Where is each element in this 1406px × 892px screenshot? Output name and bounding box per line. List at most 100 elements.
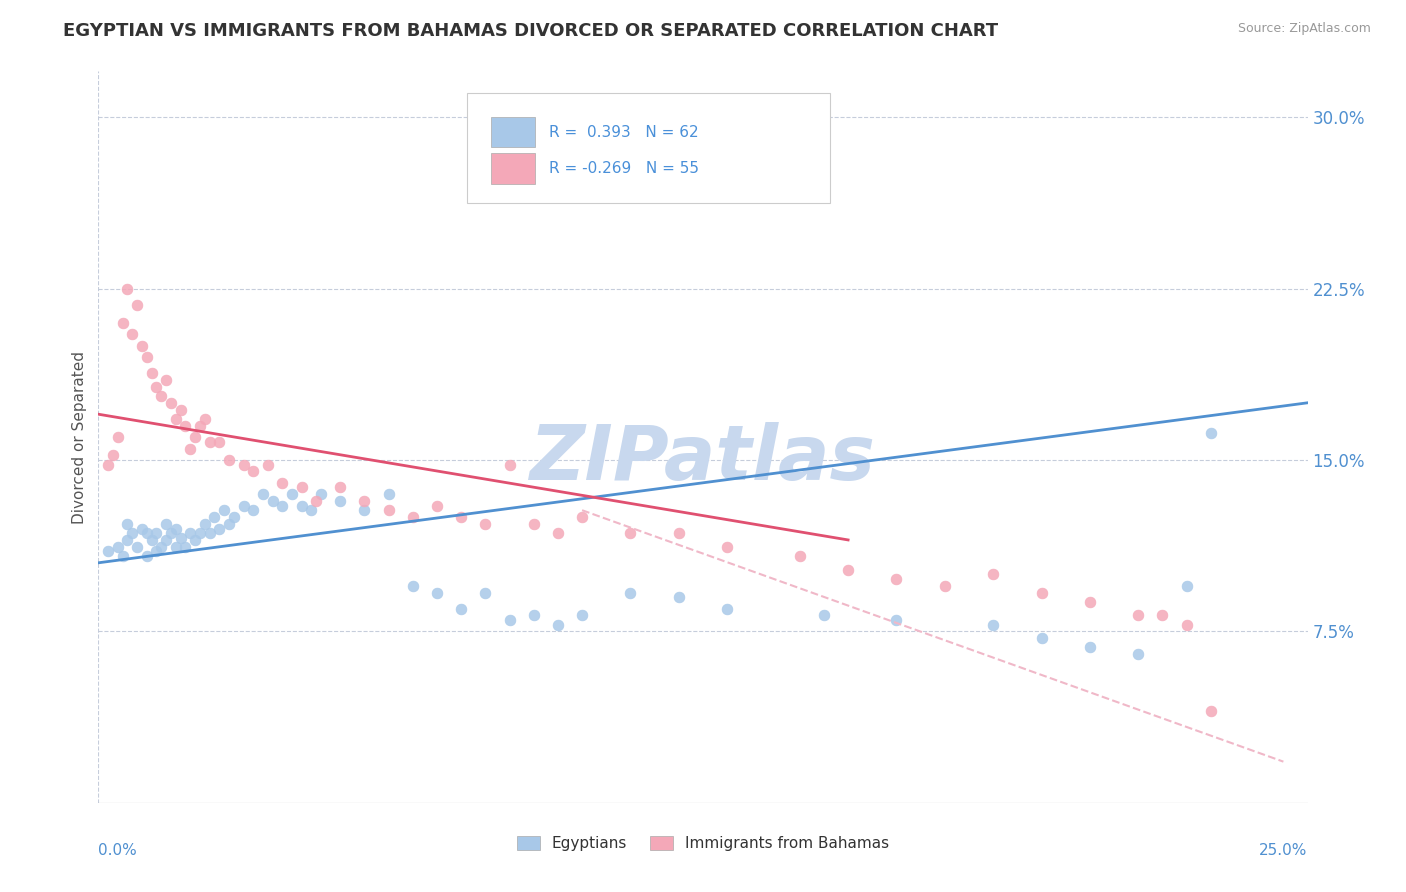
Point: [252, 487, 274, 501]
Text: EGYPTIAN VS IMMIGRANTS FROM BAHAMAS DIVORCED OR SEPARATED CORRELATION CHART: EGYPTIAN VS IMMIGRANTS FROM BAHAMAS DIVO…: [63, 22, 998, 40]
Point: [198, 526, 221, 541]
Point: [547, 617, 569, 632]
Point: [1199, 705, 1222, 719]
Point: [474, 585, 496, 599]
Point: [107, 430, 129, 444]
Point: [377, 487, 399, 501]
Text: R = -0.269   N = 55: R = -0.269 N = 55: [550, 161, 699, 176]
Y-axis label: Divorced or Separated: Divorced or Separated: [72, 351, 87, 524]
Point: [309, 487, 332, 501]
Point: [256, 458, 278, 472]
Point: [145, 544, 167, 558]
Point: [329, 480, 352, 494]
Point: [135, 526, 157, 541]
Point: [174, 418, 197, 433]
Point: [329, 494, 352, 508]
Point: [188, 526, 211, 541]
Point: [1175, 579, 1198, 593]
Point: [179, 442, 201, 456]
Point: [426, 499, 449, 513]
Point: [165, 540, 187, 554]
Point: [188, 418, 211, 433]
Text: 25.0%: 25.0%: [1260, 843, 1308, 858]
Point: [619, 526, 641, 541]
Point: [1031, 585, 1053, 599]
Point: [450, 510, 472, 524]
Point: [165, 521, 187, 535]
Point: [1078, 640, 1101, 655]
Point: [117, 516, 139, 531]
Point: [474, 516, 496, 531]
Legend: Egyptians, Immigrants from Bahamas: Egyptians, Immigrants from Bahamas: [510, 830, 896, 857]
Point: [127, 540, 149, 554]
Point: [571, 510, 593, 524]
Point: [353, 503, 375, 517]
Text: R =  0.393   N = 62: R = 0.393 N = 62: [550, 125, 699, 139]
Point: [619, 585, 641, 599]
Point: [141, 366, 163, 380]
Point: [716, 601, 738, 615]
Point: [160, 526, 183, 541]
Point: [111, 549, 134, 563]
Point: [716, 540, 738, 554]
Point: [107, 540, 129, 554]
Point: [121, 327, 143, 342]
Point: [281, 487, 304, 501]
Point: [813, 608, 835, 623]
Point: [837, 563, 859, 577]
Point: [981, 617, 1004, 632]
Point: [131, 521, 153, 535]
Point: [232, 458, 254, 472]
Point: [1175, 617, 1198, 632]
Point: [1152, 608, 1174, 623]
Point: [305, 494, 328, 508]
Point: [169, 531, 191, 545]
Point: [377, 503, 399, 517]
Point: [232, 499, 254, 513]
Point: [789, 549, 811, 563]
Point: [198, 434, 221, 449]
FancyBboxPatch shape: [492, 153, 534, 184]
Point: [135, 549, 157, 563]
Point: [218, 453, 240, 467]
Point: [1128, 647, 1150, 661]
Point: [271, 475, 294, 490]
FancyBboxPatch shape: [467, 94, 830, 203]
Point: [212, 503, 235, 517]
Point: [174, 540, 197, 554]
Text: 0.0%: 0.0%: [98, 843, 138, 858]
Point: [127, 297, 149, 311]
Point: [262, 494, 284, 508]
Point: [1199, 425, 1222, 440]
Point: [165, 412, 187, 426]
Point: [184, 430, 207, 444]
Point: [426, 585, 449, 599]
Point: [886, 613, 908, 627]
Point: [290, 499, 312, 513]
Point: [179, 526, 201, 541]
Point: [498, 458, 520, 472]
Point: [131, 338, 153, 352]
Point: [1128, 608, 1150, 623]
Point: [97, 544, 120, 558]
Point: [886, 572, 908, 586]
Point: [523, 516, 546, 531]
Point: [353, 494, 375, 508]
Point: [402, 510, 425, 524]
Point: [1078, 595, 1101, 609]
Point: [117, 533, 139, 547]
Point: [160, 396, 183, 410]
Point: [117, 281, 139, 295]
Point: [242, 503, 264, 517]
Point: [299, 503, 322, 517]
Point: [194, 516, 217, 531]
Point: [222, 510, 245, 524]
Point: [204, 510, 226, 524]
Point: [145, 380, 167, 394]
Point: [97, 458, 120, 472]
Point: [141, 533, 163, 547]
Text: ZIPatlas: ZIPatlas: [530, 422, 876, 496]
Point: [547, 526, 569, 541]
Point: [155, 373, 177, 387]
Point: [135, 350, 157, 364]
